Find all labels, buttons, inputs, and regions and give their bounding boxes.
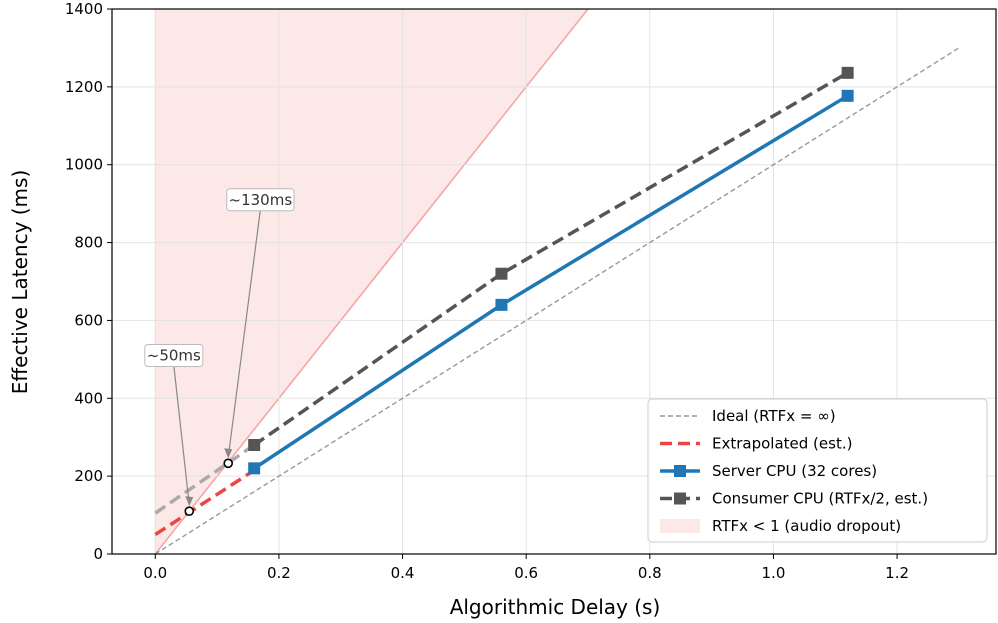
legend-label: RTFx < 1 (audio dropout) [712, 517, 901, 535]
x-tick-label: 0.2 [267, 564, 291, 582]
annotation-arrow [227, 209, 261, 458]
x-tick-label: 1.0 [762, 564, 786, 582]
x-axis-title: Algorithmic Delay (s) [450, 595, 661, 619]
plot-frame [111, 8, 997, 555]
y-tick-label: 1000 [65, 156, 103, 174]
annotation-box [226, 188, 295, 212]
legend-label: Extrapolated (est.) [712, 435, 852, 453]
annotation-point [223, 458, 234, 469]
annotation-arrow [173, 365, 190, 506]
annotation-layer: ~50ms ~130ms [144, 188, 295, 516]
series-consumer-extrapolated-line [154, 443, 256, 515]
x-tick-label: 1.2 [885, 564, 909, 582]
y-tick-label: 1200 [65, 78, 103, 96]
x-tick-label: 0.0 [143, 564, 167, 582]
series-consumer-point [248, 439, 261, 451]
series-extrapolated-line [154, 468, 256, 537]
x-tick-label: 0.4 [391, 564, 415, 582]
series-server-point [248, 462, 261, 475]
y-tick-label: 200 [74, 467, 103, 485]
annotation-label: ~130ms [229, 191, 293, 209]
y-tick-label: 400 [74, 389, 103, 407]
x-tick-label: 0.6 [514, 564, 538, 582]
series-ideal-line [154, 47, 960, 555]
legend-swatch [660, 519, 700, 533]
series-consumer-point [495, 267, 508, 280]
y-axis-title: Effective Latency (ms) [8, 170, 32, 395]
y-tick-label: 1400 [65, 0, 103, 18]
legend-label: Ideal (RTFx = ∞) [712, 407, 836, 425]
y-tick-label: 800 [74, 234, 103, 252]
dropout-region-layer [154, 9, 589, 554]
legend: Ideal (RTFx = ∞) Extrapolated (est.) Serve… [647, 398, 988, 543]
annotation-arrowhead [224, 448, 233, 459]
legend-marker [674, 492, 686, 505]
series-server-point [841, 89, 854, 102]
legend-label: Consumer CPU (RTFx/2, est.) [712, 490, 928, 508]
legend-label: Server CPU (32 cores) [712, 462, 877, 480]
annotation-box [144, 343, 204, 367]
annotation-arrowhead [185, 496, 194, 507]
y-tick-label: 0 [93, 545, 103, 563]
series-consumer-line [253, 71, 849, 447]
x-tick-label: 0.8 [638, 564, 662, 582]
legend-marker [674, 465, 686, 477]
y-tick-label: 600 [74, 311, 103, 329]
axes-layer: 0.0 0.2 0.4 0.6 0.8 1.0 1.2 0 200 400 600 800 1000 12… [65, 0, 997, 582]
series-layer [154, 47, 960, 555]
series-server-point [495, 298, 508, 311]
annotation-point [184, 506, 195, 516]
annotation-label: ~50ms [147, 346, 201, 364]
series-consumer-point [841, 66, 854, 79]
legend-box [647, 398, 988, 543]
